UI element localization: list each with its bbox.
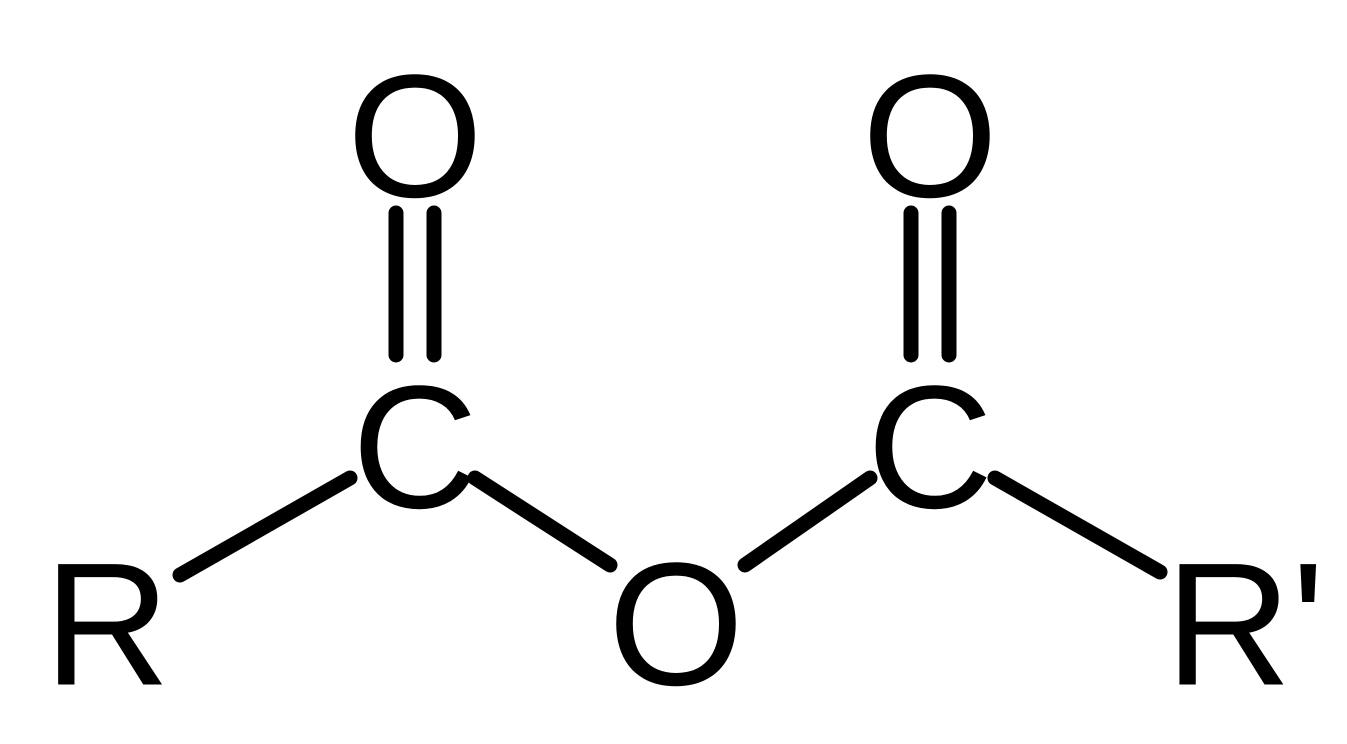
bond-C1-O_center <box>475 478 610 565</box>
atom-C1: C <box>352 351 478 546</box>
bond-R-C1 <box>180 478 350 575</box>
atom-R: R <box>44 528 170 723</box>
atom-Rprime: R' <box>1165 528 1325 723</box>
atom-O_center: O <box>608 528 744 723</box>
bond-C2-Rprime <box>995 478 1160 572</box>
chemical-structure-diagram: RCOOCOR' <box>0 0 1347 744</box>
atom-O1_top: O <box>347 40 483 235</box>
atom-O2_top: O <box>862 40 998 235</box>
bond-O_center-C2 <box>745 478 870 565</box>
atom-C2: C <box>867 351 993 546</box>
